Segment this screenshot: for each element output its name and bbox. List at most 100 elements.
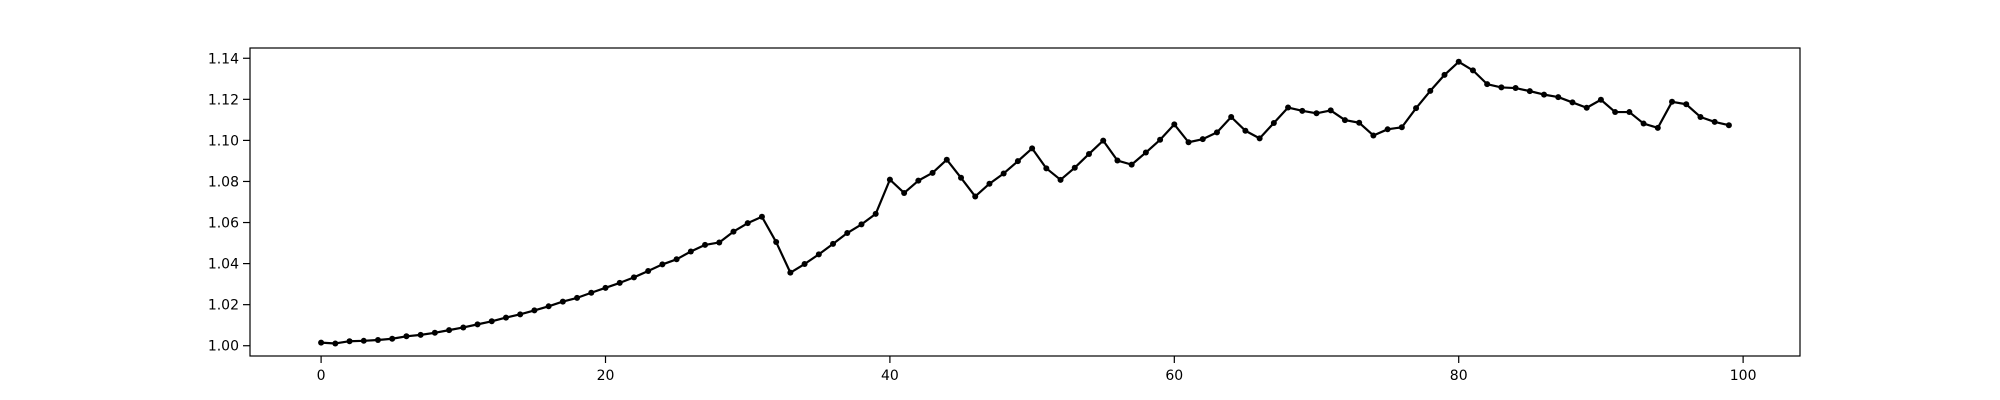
- data-point: [673, 256, 680, 263]
- data-point: [1142, 149, 1149, 156]
- x-tick-label: 40: [881, 368, 899, 384]
- data-point: [1441, 71, 1448, 78]
- data-point: [1100, 137, 1107, 144]
- data-point: [1697, 113, 1704, 120]
- data-point: [1313, 110, 1320, 117]
- data-point: [1114, 157, 1121, 164]
- data-point: [1569, 99, 1576, 106]
- data-point: [1356, 119, 1363, 126]
- x-tick-label: 0: [317, 368, 326, 384]
- data-point: [1512, 85, 1519, 92]
- data-point: [716, 239, 723, 246]
- y-tick-label: 1.10: [208, 133, 239, 149]
- data-point: [1085, 150, 1092, 157]
- data-point: [332, 340, 339, 347]
- data-point: [417, 331, 424, 338]
- data-point: [901, 189, 908, 196]
- marker-layer: [318, 58, 1732, 347]
- data-point: [1043, 165, 1050, 172]
- data-point: [630, 274, 637, 281]
- data-point: [1270, 119, 1277, 126]
- data-point: [346, 338, 353, 345]
- x-tick-label: 80: [1450, 368, 1468, 384]
- data-point: [687, 248, 694, 255]
- data-point: [1299, 107, 1306, 114]
- data-point: [1185, 139, 1192, 146]
- data-point: [1029, 145, 1036, 152]
- data-point: [1455, 58, 1462, 65]
- data-point: [1469, 67, 1476, 74]
- data-point: [1654, 124, 1661, 131]
- data-point: [517, 311, 524, 318]
- data-point: [545, 303, 552, 310]
- data-point: [1228, 113, 1235, 120]
- data-point: [1370, 132, 1377, 139]
- data-point: [702, 241, 709, 248]
- data-point: [1612, 109, 1619, 116]
- plot-frame: [249, 47, 1801, 357]
- y-tick-label: 1.14: [208, 51, 239, 67]
- data-point: [1413, 105, 1420, 112]
- data-point: [830, 240, 837, 247]
- y-tick-label: 1.00: [208, 339, 239, 355]
- data-point: [1071, 164, 1078, 171]
- data-point: [1171, 121, 1178, 128]
- data-point: [389, 335, 396, 342]
- data-point: [1683, 101, 1690, 108]
- data-point: [758, 213, 765, 220]
- data-point: [1583, 104, 1590, 111]
- data-point: [1327, 107, 1334, 114]
- x-tick-label: 100: [1730, 368, 1757, 384]
- data-point: [986, 180, 993, 187]
- data-point: [1484, 81, 1491, 88]
- data-point: [1398, 124, 1405, 131]
- data-point: [958, 174, 965, 181]
- data-point: [318, 339, 325, 346]
- data-point: [1626, 109, 1633, 116]
- data-point: [1498, 84, 1505, 91]
- data-point: [1057, 176, 1064, 183]
- tick-layer: 0 20 40 60 80 100 1.00 1.02 1.04 1.06 1.08 1.10 1.12…: [208, 51, 1757, 384]
- data-point: [943, 156, 950, 163]
- data-point: [858, 221, 865, 228]
- data-point: [1285, 104, 1292, 111]
- data-point: [886, 176, 893, 183]
- data-point: [502, 314, 509, 321]
- data-point: [488, 318, 495, 325]
- data-point: [1014, 158, 1021, 165]
- data-point: [972, 193, 979, 200]
- data-point: [801, 261, 808, 268]
- data-point: [403, 333, 410, 340]
- data-point: [773, 239, 780, 246]
- data-point: [744, 220, 751, 227]
- data-point: [1640, 120, 1647, 127]
- data-point: [1711, 118, 1718, 125]
- data-point: [1555, 94, 1562, 101]
- data-point: [659, 261, 666, 268]
- data-point: [1242, 127, 1249, 134]
- data-point: [446, 327, 453, 334]
- data-point: [531, 307, 538, 314]
- data-point: [1597, 96, 1604, 103]
- x-tick-label: 20: [597, 368, 615, 384]
- data-point: [929, 169, 936, 176]
- data-point: [1341, 117, 1348, 124]
- data-point: [915, 177, 922, 184]
- data-point: [1725, 122, 1732, 129]
- y-tick-label: 1.08: [208, 174, 239, 190]
- y-tick-label: 1.06: [208, 216, 239, 232]
- data-point: [1669, 98, 1676, 105]
- data-point: [1000, 170, 1007, 177]
- data-point: [374, 336, 381, 343]
- data-point: [616, 279, 623, 286]
- data-point: [1384, 126, 1391, 133]
- y-tick-label: 1.04: [208, 257, 239, 273]
- data-point: [602, 284, 609, 291]
- data-point: [588, 289, 595, 296]
- x-tick-label: 60: [1165, 368, 1183, 384]
- data-point: [872, 210, 879, 217]
- data-point: [1128, 161, 1135, 168]
- data-point: [1213, 129, 1220, 136]
- data-point: [559, 298, 566, 305]
